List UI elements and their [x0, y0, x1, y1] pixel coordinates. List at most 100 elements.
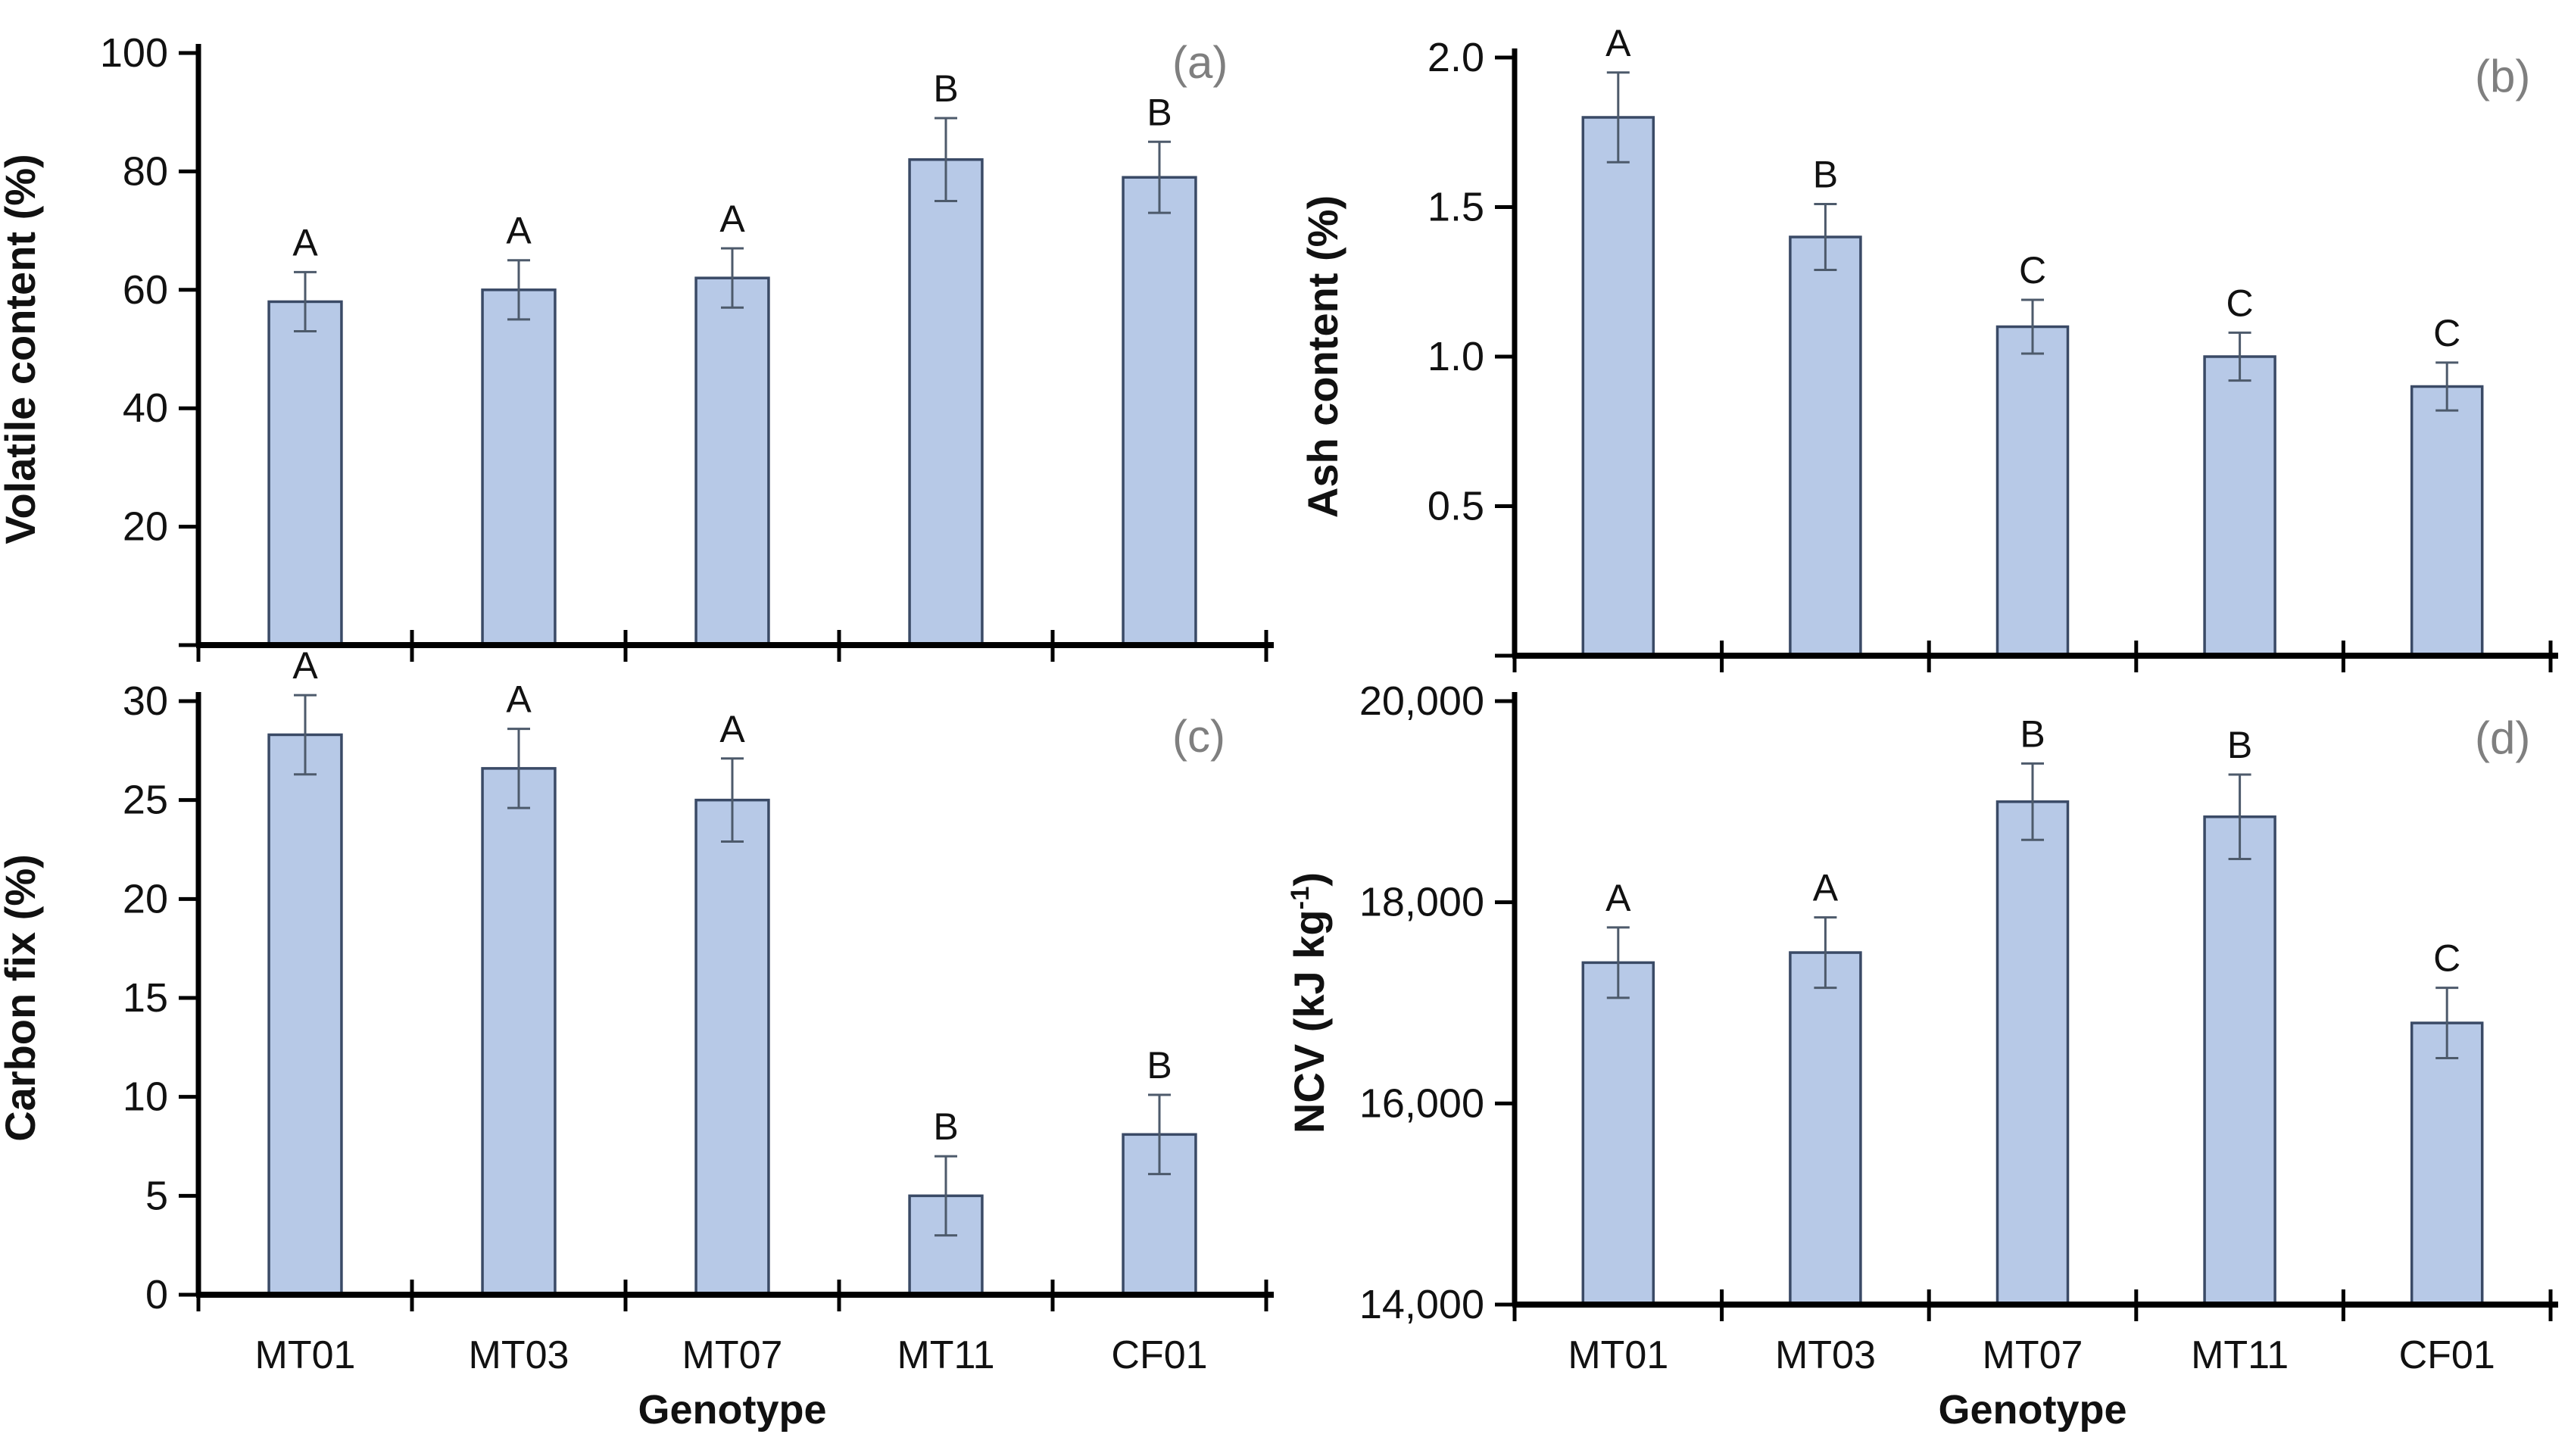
category-label-MT03: MT03 — [1775, 1333, 1876, 1377]
error-bar-MT03 — [1814, 916, 1837, 990]
error-bar-CF01 — [2435, 361, 2459, 412]
category-label-MT01: MT01 — [255, 1333, 356, 1377]
y-tick-label: 1.5 — [1428, 185, 1484, 230]
sig-letter-MT03: A — [1813, 867, 1839, 909]
error-bar-MT03 — [1814, 203, 1837, 271]
panel-b: A B C C C 0.5 1.0 1.5 2.0 Ash content (%) — [1299, 22, 2558, 672]
sig-letter-MT01: A — [292, 644, 318, 687]
sig-letter-MT11: B — [933, 1105, 958, 1148]
y-axis-title: Ash content (%) — [1299, 195, 1346, 518]
sig-letter-MT07: A — [719, 198, 745, 240]
y-tick-label: 20,000 — [1359, 678, 1484, 724]
sig-letter-MT03: A — [506, 210, 532, 252]
y-tick-label: 60 — [123, 267, 168, 313]
y-tick-label: 0.5 — [1428, 484, 1484, 529]
panel-label-b: (b) — [2475, 51, 2531, 101]
sig-letter-MT07: B — [2020, 712, 2045, 755]
bar-MT07 — [694, 798, 770, 1296]
panel-label-d: (d) — [2475, 712, 2531, 763]
panel-c: A A A B B 0 5 10 15 20 25 30 MT01 MT03 MT07 MT11 CF01 Gen… — [0, 644, 1274, 1433]
y-tick-label: 100 — [100, 30, 168, 76]
bar-MT01 — [1581, 116, 1655, 657]
sig-letter-MT03: B — [1813, 154, 1838, 196]
y-tick-label: 0 — [145, 1272, 168, 1317]
y-tick-label: 18,000 — [1359, 880, 1484, 925]
error-bar-MT01 — [294, 270, 317, 333]
sig-letter-MT07: C — [2019, 249, 2046, 292]
sig-letter-MT11: B — [933, 67, 958, 110]
error-bar-MT11 — [935, 1155, 957, 1237]
y-tick-label: 80 — [123, 148, 168, 194]
error-bar-MT07 — [2021, 298, 2044, 355]
y-tick-label: 2.0 — [1428, 35, 1484, 80]
y-tick-label: 14,000 — [1359, 1282, 1484, 1327]
y-tick-label: 20 — [123, 504, 168, 550]
error-bar-MT01 — [294, 694, 317, 776]
panel-label-a: (a) — [1172, 37, 1228, 88]
error-bar-MT07 — [721, 247, 744, 309]
bar-MT07 — [1995, 325, 2070, 657]
y-tick-label: 20 — [123, 876, 168, 921]
category-label-MT11: MT11 — [897, 1333, 994, 1377]
category-label-MT07: MT07 — [682, 1333, 783, 1377]
sig-letter-CF01: C — [2433, 937, 2460, 980]
sig-letter-MT01: A — [292, 221, 318, 263]
y-tick-label: 30 — [123, 678, 168, 724]
error-bar-MT11 — [935, 117, 957, 202]
error-bar-CF01 — [1148, 140, 1171, 214]
error-bar-MT03 — [507, 259, 530, 321]
x-axis-title: Genotype — [638, 1387, 826, 1433]
bar-MT11 — [2203, 815, 2276, 1306]
y-tick-label: 10 — [123, 1074, 168, 1120]
error-bar-MT11 — [2228, 773, 2251, 861]
bar-MT03 — [481, 767, 557, 1296]
category-label-MT07: MT07 — [1983, 1333, 2083, 1377]
error-bar-CF01 — [2435, 987, 2459, 1060]
bar-MT01 — [267, 733, 343, 1296]
bar-CF01 — [2410, 1021, 2484, 1306]
y-tick-label: 5 — [145, 1173, 168, 1218]
sig-letter-CF01: C — [2433, 312, 2460, 354]
category-label-CF01: CF01 — [1111, 1333, 1207, 1377]
y-axis-title: NCV (kJ kg-1) — [1285, 872, 1333, 1133]
y-tick-label: 40 — [123, 385, 168, 431]
error-bar-MT01 — [1606, 71, 1630, 164]
error-bar-MT03 — [507, 728, 530, 809]
error-bar-CF01 — [1148, 1093, 1171, 1176]
x-axis-title: Genotype — [1938, 1387, 2126, 1433]
sig-letter-MT01: A — [1605, 22, 1631, 64]
y-tick-label: 25 — [123, 778, 168, 823]
error-bar-MT01 — [1606, 926, 1630, 999]
bar-MT03 — [481, 288, 557, 647]
category-label-CF01: CF01 — [2399, 1333, 2495, 1377]
bar-MT07 — [1995, 800, 2070, 1306]
sig-letter-MT01: A — [1605, 877, 1631, 919]
sig-letter-MT03: A — [506, 678, 532, 721]
sig-letter-MT11: B — [2227, 724, 2252, 766]
y-tick-label: 1.0 — [1428, 334, 1484, 379]
y-axis-title: Volatile content (%) — [0, 154, 44, 544]
bar-MT11 — [908, 158, 984, 647]
bar-MT03 — [1789, 235, 1862, 657]
bar-MT03 — [1789, 951, 1862, 1306]
bar-MT01 — [267, 300, 343, 647]
bar-CF01 — [2410, 385, 2484, 657]
sig-letter-MT11: C — [2226, 282, 2254, 324]
bar-CF01 — [1122, 176, 1197, 647]
error-bar-MT11 — [2228, 331, 2251, 382]
error-bar-MT07 — [2021, 762, 2044, 841]
sig-letter-CF01: B — [1147, 91, 1172, 133]
y-axis-title: Carbon fix (%) — [0, 854, 44, 1142]
error-bar-MT07 — [721, 757, 744, 843]
sig-letter-CF01: B — [1147, 1044, 1172, 1087]
panel-d: A A B B C 14,000 16,000 18,000 20,000 MT01 MT03 MT0… — [1285, 678, 2558, 1433]
y-tick-label: 15 — [123, 975, 168, 1021]
bar-MT01 — [1581, 961, 1655, 1306]
category-label-MT01: MT01 — [1568, 1333, 1668, 1377]
y-tick-label: 16,000 — [1359, 1080, 1484, 1126]
panel-a: A A A B B 20 40 60 80 100 Volatile content (%) — [0, 30, 1274, 662]
bar-MT07 — [694, 276, 770, 647]
panel-label-c: (c) — [1172, 711, 1225, 762]
